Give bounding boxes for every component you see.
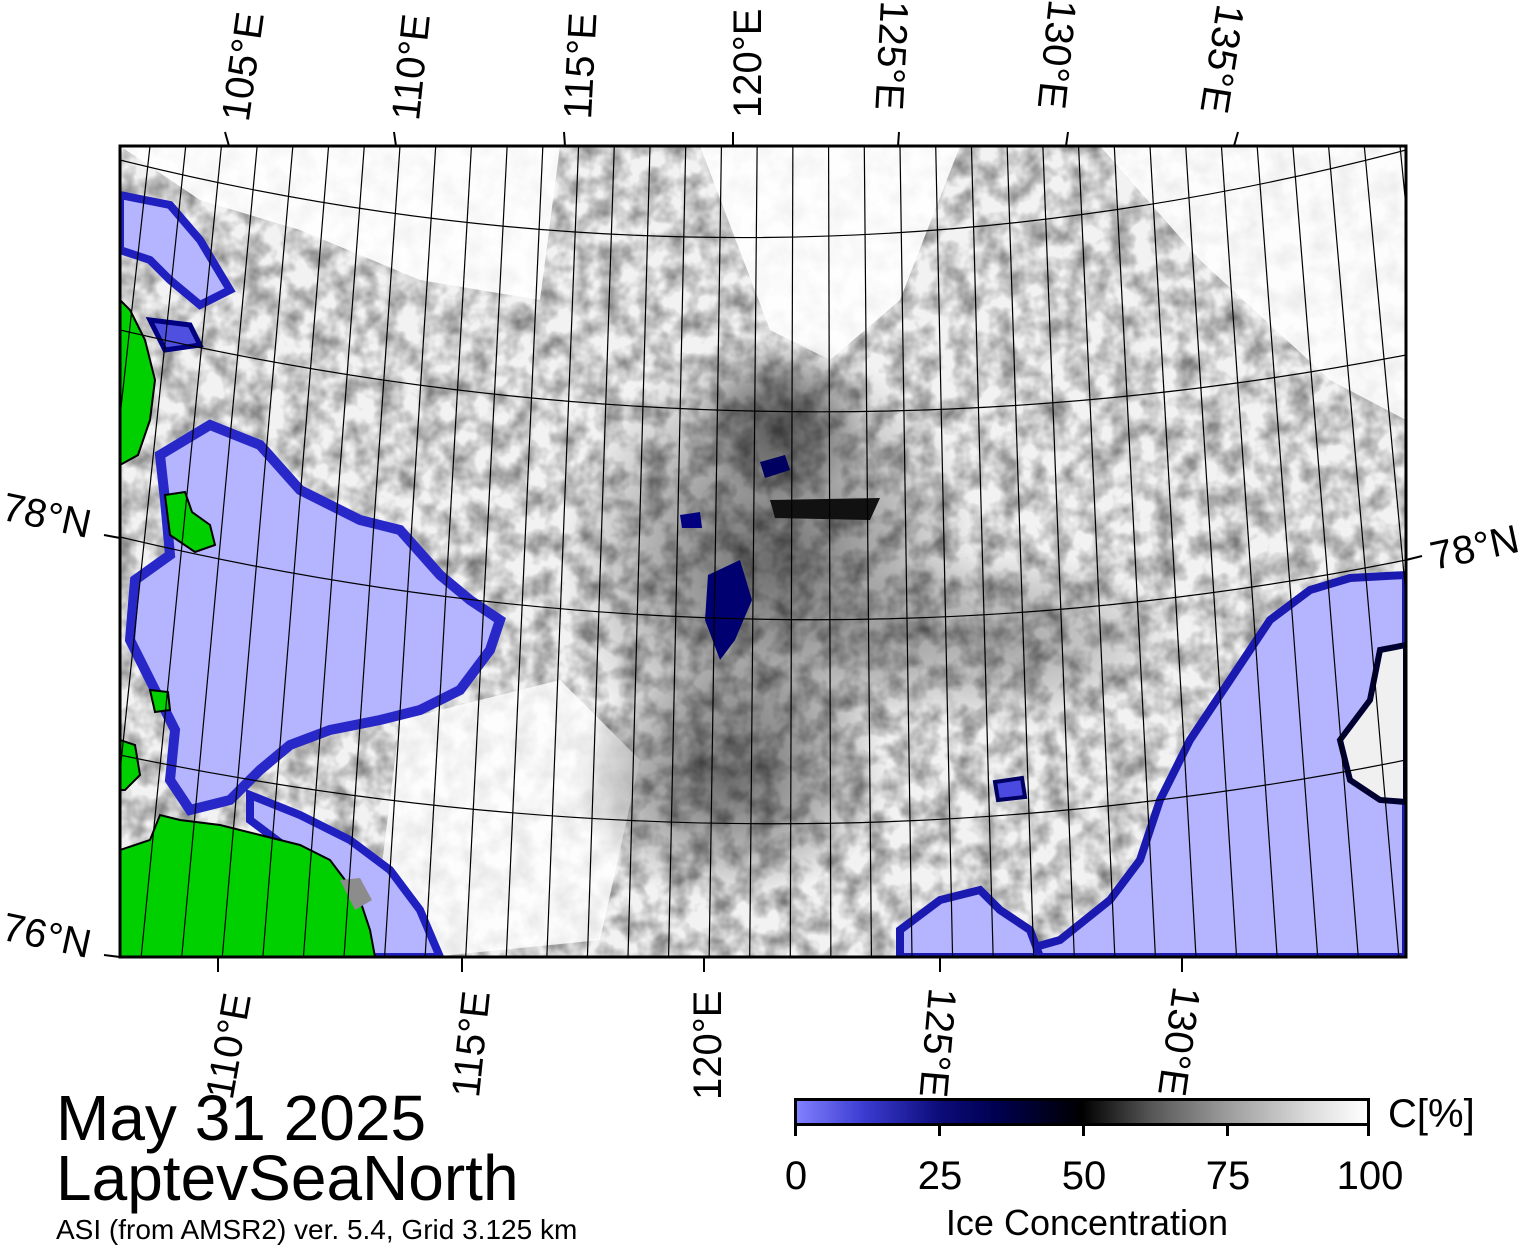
colorbar-tick-label: 75: [1205, 1154, 1251, 1198]
map-field: [120, 146, 1406, 957]
land-island: [148, 688, 172, 714]
ice-dark-region: [570, 660, 890, 900]
meridian-line: [1113, 146, 1157, 957]
ice-white-patch: [700, 146, 960, 360]
colorbar-tick: [1082, 1124, 1085, 1136]
colorbar-tick: [1226, 1124, 1229, 1136]
map-date: May 31 2025: [56, 1082, 427, 1154]
colorbar-tick-label: 100: [1336, 1154, 1404, 1198]
top-lon-label-120: 120°E: [726, 8, 770, 118]
meridian-line: [1256, 146, 1319, 957]
meridian-line: [1042, 146, 1075, 957]
meridian-line: [221, 146, 294, 957]
ice-dark-region: [690, 340, 870, 500]
parallel-line: [120, 754, 1406, 825]
meridian-line: [935, 146, 954, 957]
axis-ticks: [103, 131, 1423, 972]
meridian-line: [708, 146, 723, 957]
meridian-line: [1006, 146, 1035, 957]
colorbar-tick: [794, 1124, 797, 1136]
ice-dark-region: [820, 550, 1180, 730]
bottom-lon-label-120: 120°E: [686, 990, 730, 1100]
colorbar: [794, 1098, 1370, 1126]
polynya: [992, 775, 1028, 803]
meridian-line: [1327, 146, 1400, 957]
meridian-line: [465, 146, 508, 957]
open-water-south: [896, 885, 1045, 957]
meridian-line: [1077, 146, 1116, 957]
top-lon-label-115: 115°E: [556, 11, 606, 121]
meridian-line: [262, 146, 330, 957]
land-island: [163, 490, 217, 554]
meridian-line: [140, 146, 223, 957]
colorbar-tick-label: 0: [784, 1154, 808, 1198]
meridian-line: [120, 146, 187, 778]
map-border: [118, 144, 1408, 959]
ice-white-patch: [1100, 146, 1406, 420]
colorbar-tick: [938, 1124, 941, 1136]
parallel-line: [120, 149, 1406, 239]
map-region: LaptevSeaNorth: [56, 1142, 519, 1214]
meridian-line: [181, 146, 258, 957]
data-source: ASI (from AMSR2) ver. 5.4, Grid 3.125 km: [56, 1214, 578, 1245]
ice-dark-band: [770, 498, 880, 520]
top-lon-label-125: 125°E: [866, 0, 916, 112]
meridian-line: [789, 146, 794, 957]
graticule: [120, 146, 1406, 957]
meridian-line: [1363, 146, 1406, 603]
meridian-line: [383, 146, 437, 957]
meridian-lines: [120, 146, 1406, 957]
meridian-line: [586, 146, 615, 957]
colorbar-title: Ice Concentration: [945, 1202, 1229, 1243]
meridian-line: [749, 146, 758, 957]
meridian-line: [1220, 146, 1278, 957]
polynya: [705, 560, 752, 660]
polynya: [760, 455, 790, 478]
meridian-line: [120, 146, 151, 422]
polynya: [680, 512, 702, 528]
coast-mask: [340, 878, 372, 910]
meridian-line: [667, 146, 687, 957]
meridian-line: [1149, 146, 1197, 957]
top-lon-label-110: 110°E: [384, 11, 439, 123]
meridian-line: [1185, 146, 1238, 957]
colorbar-tick-label: 50: [1061, 1154, 1107, 1198]
meridian-line: [424, 146, 473, 957]
land-taymyr: [120, 813, 377, 957]
meridian-line: [302, 146, 365, 957]
meridian-line: [863, 146, 873, 957]
meridian-line: [1292, 146, 1359, 957]
land-island: [120, 738, 142, 791]
top-lon-label-130: 130°E: [1028, 0, 1084, 112]
meridian-line: [546, 146, 580, 957]
meridian-line: [343, 146, 401, 957]
meridian-line: [627, 146, 651, 957]
bottom-lon-label-115: 115°E: [444, 988, 499, 1100]
colorbar-tick-label: 25: [917, 1154, 963, 1198]
meridian-line: [505, 146, 544, 957]
colorbar-unit: C[%]: [1388, 1092, 1475, 1136]
colorbar-tick: [1367, 1124, 1370, 1136]
meridian-line: [827, 146, 832, 957]
ice-white-patch: [380, 680, 640, 957]
meridian-line: [970, 146, 994, 957]
bottom-lon-label-125: 125°E: [910, 986, 964, 1100]
meridian-line: [899, 146, 913, 957]
open-water-west: [145, 316, 204, 353]
